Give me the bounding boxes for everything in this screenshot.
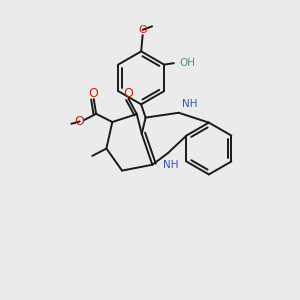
Text: NH: NH xyxy=(182,99,198,109)
Text: O: O xyxy=(75,115,85,128)
Text: O: O xyxy=(88,87,98,100)
Text: OH: OH xyxy=(179,58,195,68)
Text: NH: NH xyxy=(163,160,178,170)
Text: O: O xyxy=(123,87,133,100)
Text: O: O xyxy=(138,25,147,35)
